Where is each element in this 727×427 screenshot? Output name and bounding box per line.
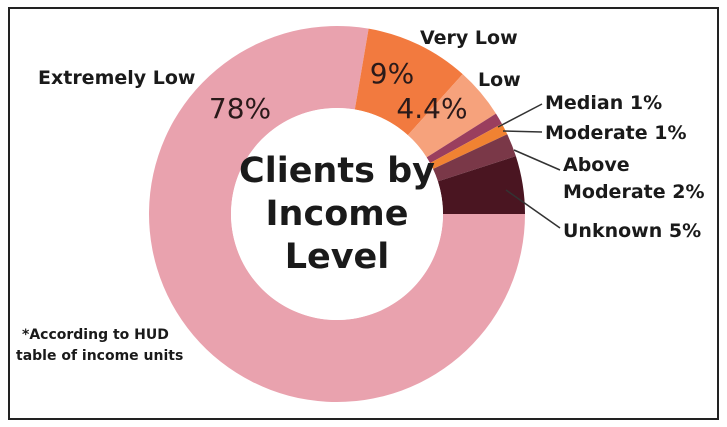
slice <box>354 28 463 136</box>
value-label: 9% <box>370 57 414 90</box>
category-label: Very Low <box>420 27 518 49</box>
leader-line <box>513 149 561 171</box>
category-name: Extremely Low <box>38 67 195 89</box>
footnote-line: *According to HUD <box>22 327 169 343</box>
leader-line <box>497 103 543 128</box>
category-label: Above Moderate 2% <box>563 154 705 203</box>
category-label: Moderate 1% <box>545 122 687 144</box>
chart-title-line: Level <box>285 237 390 277</box>
category-name: Very Low <box>420 27 518 49</box>
leader-line <box>502 130 543 133</box>
frame <box>8 7 719 420</box>
slice <box>149 25 525 403</box>
value-label: 1% <box>654 122 686 144</box>
slice <box>426 113 502 164</box>
category-name: Unknown <box>563 220 662 242</box>
leader-line <box>505 189 561 229</box>
slice <box>429 123 508 170</box>
footnote-line: table of income units <box>16 348 183 364</box>
value-label: 5% <box>669 220 701 242</box>
category-label-line: Above <box>563 154 630 176</box>
category-label: Extremely Low <box>38 67 195 89</box>
category-label-line: Moderate <box>563 181 666 203</box>
value-label: 4.4% <box>396 92 467 125</box>
slice <box>407 74 496 158</box>
category-label: Low <box>478 69 521 91</box>
value-label: 78% <box>209 92 271 125</box>
slice <box>437 156 525 214</box>
chart-title-line: Clients by <box>239 151 435 191</box>
category-label: Median 1% <box>545 92 662 114</box>
chart-title-line: Income <box>266 194 409 234</box>
category-name: Low <box>478 69 521 91</box>
center-hole <box>231 108 443 320</box>
category-label: Unknown 5% <box>563 220 701 242</box>
value-label: 1% <box>630 92 662 114</box>
value-label: 2% <box>672 181 704 203</box>
chart-title: Clients by Income Level <box>239 151 435 277</box>
category-name: Median <box>545 92 623 114</box>
category-name: Moderate <box>545 122 648 144</box>
footnote: *According to HUD table of income units <box>16 327 183 364</box>
slice <box>432 134 516 182</box>
